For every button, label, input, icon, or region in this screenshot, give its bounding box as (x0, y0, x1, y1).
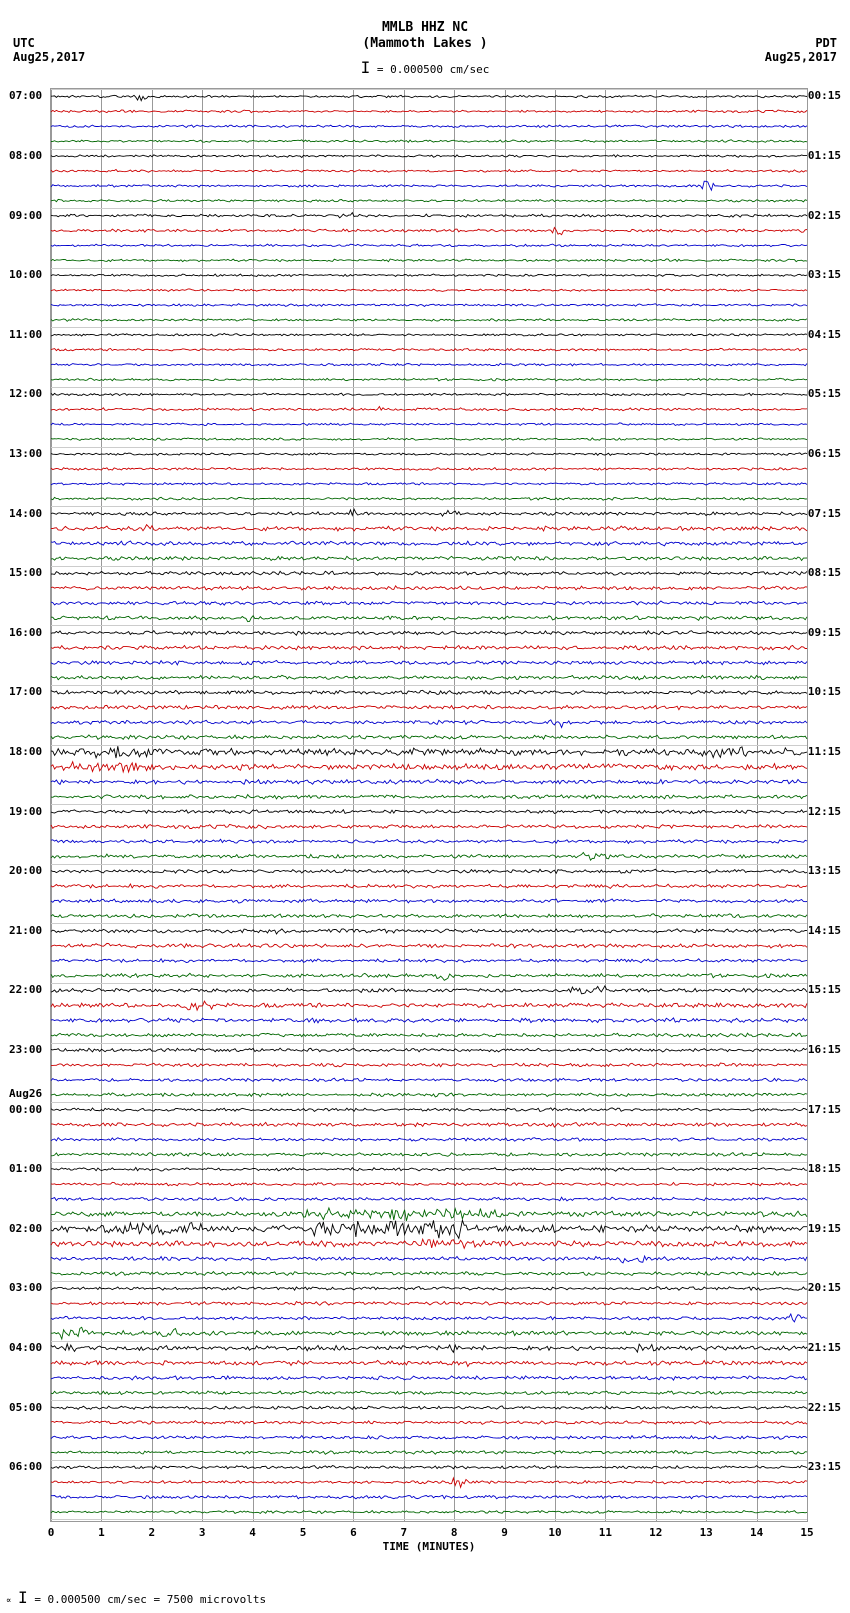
utc-time-label: 11:00 (9, 328, 42, 341)
local-time-label: 09:15 (808, 626, 841, 639)
x-tick: 0 (48, 1526, 55, 1539)
station-location: (Mammoth Lakes ) (0, 36, 850, 51)
day-boundary-label: Aug26 (9, 1087, 42, 1100)
local-time-label: 23:15 (808, 1460, 841, 1473)
utc-time-label: 12:00 (9, 387, 42, 400)
local-time-label: 18:15 (808, 1162, 841, 1175)
utc-time-label: 02:00 (9, 1222, 42, 1235)
utc-time-label: 15:00 (9, 566, 42, 579)
utc-time-label: 23:00 (9, 1043, 42, 1056)
utc-time-label: 10:00 (9, 268, 42, 281)
footer-scale: ∝ I = 0.000500 cm/sec = 7500 microvolts (6, 1588, 266, 1607)
local-time-label: 15:15 (808, 983, 841, 996)
utc-time-label: 19:00 (9, 805, 42, 818)
utc-time-label: 17:00 (9, 685, 42, 698)
local-time-label: 00:15 (808, 89, 841, 102)
local-time-label: 12:15 (808, 805, 841, 818)
footer-value: = 0.000500 cm/sec = 7500 microvolts (34, 1593, 266, 1606)
x-tick: 14 (750, 1526, 763, 1539)
local-time-label: 08:15 (808, 566, 841, 579)
x-tick: 13 (700, 1526, 713, 1539)
utc-time-label: 05:00 (9, 1401, 42, 1414)
x-tick: 8 (451, 1526, 458, 1539)
utc-time-label: 14:00 (9, 507, 42, 520)
footer-bar-icon: I (18, 1588, 28, 1607)
station-code: MMLB HHZ NC (0, 20, 850, 35)
utc-time-label: 16:00 (9, 626, 42, 639)
utc-time-label: 03:00 (9, 1281, 42, 1294)
x-tick: 10 (548, 1526, 561, 1539)
utc-time-label: 00:00 (9, 1103, 42, 1116)
x-tick: 1 (98, 1526, 105, 1539)
utc-time-label: 08:00 (9, 149, 42, 162)
local-time-label: 10:15 (808, 685, 841, 698)
plot-area: TIME (MINUTES) 0123456789101112131415 (50, 88, 808, 1522)
timezone-right: PDT (815, 36, 837, 50)
date-left: Aug25,2017 (13, 50, 85, 64)
seismic-trace (51, 89, 807, 1521)
local-time-label: 22:15 (808, 1401, 841, 1414)
x-tick: 3 (199, 1526, 206, 1539)
local-time-label: 17:15 (808, 1103, 841, 1116)
scale-bar-icon: I (361, 58, 371, 77)
utc-time-label: 13:00 (9, 447, 42, 460)
local-time-label: 11:15 (808, 745, 841, 758)
local-time-label: 14:15 (808, 924, 841, 937)
date-right: Aug25,2017 (765, 50, 837, 64)
utc-time-label: 07:00 (9, 89, 42, 102)
local-time-label: 02:15 (808, 209, 841, 222)
x-tick: 5 (300, 1526, 307, 1539)
local-time-label: 16:15 (808, 1043, 841, 1056)
utc-time-label: 18:00 (9, 745, 42, 758)
local-time-label: 03:15 (808, 268, 841, 281)
x-tick: 11 (599, 1526, 612, 1539)
utc-time-label: 22:00 (9, 983, 42, 996)
x-tick: 12 (649, 1526, 662, 1539)
utc-time-label: 04:00 (9, 1341, 42, 1354)
seismogram-container: MMLB HHZ NC (Mammoth Lakes ) I = 0.00050… (0, 0, 850, 1613)
scale-value: = 0.000500 cm/sec (377, 63, 490, 76)
local-time-label: 19:15 (808, 1222, 841, 1235)
x-tick: 9 (501, 1526, 508, 1539)
utc-time-label: 06:00 (9, 1460, 42, 1473)
local-time-label: 05:15 (808, 387, 841, 400)
x-tick: 6 (350, 1526, 357, 1539)
local-time-label: 07:15 (808, 507, 841, 520)
local-time-label: 21:15 (808, 1341, 841, 1354)
x-tick: 15 (800, 1526, 813, 1539)
local-time-label: 13:15 (808, 864, 841, 877)
utc-time-label: 01:00 (9, 1162, 42, 1175)
local-time-label: 20:15 (808, 1281, 841, 1294)
local-time-label: 01:15 (808, 149, 841, 162)
x-tick: 4 (249, 1526, 256, 1539)
utc-time-label: 20:00 (9, 864, 42, 877)
local-time-label: 04:15 (808, 328, 841, 341)
local-time-label: 06:15 (808, 447, 841, 460)
x-tick: 7 (400, 1526, 407, 1539)
utc-time-label: 21:00 (9, 924, 42, 937)
utc-time-label: 09:00 (9, 209, 42, 222)
x-axis-label: TIME (MINUTES) (51, 1540, 807, 1553)
scale-indicator: I = 0.000500 cm/sec (0, 58, 850, 77)
timezone-left: UTC (13, 36, 35, 50)
x-tick: 2 (148, 1526, 155, 1539)
